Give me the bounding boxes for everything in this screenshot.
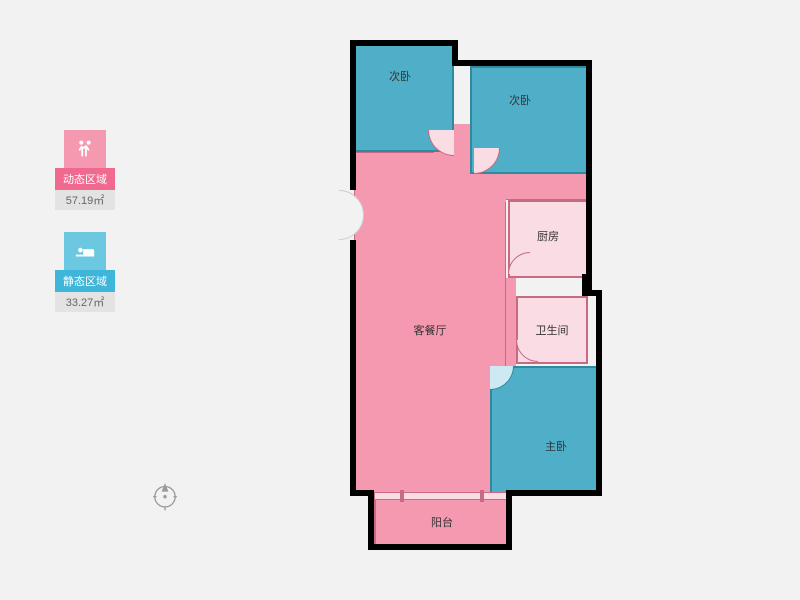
wall xyxy=(350,40,356,190)
wall xyxy=(586,60,592,280)
label-kitchen: 厨房 xyxy=(537,228,559,244)
legend-static-value: 33.27㎡ xyxy=(55,292,115,312)
label-balcony: 阳台 xyxy=(431,514,453,530)
legend-panel: 动态区域 57.19㎡ 静态区域 33.27㎡ xyxy=(55,130,115,334)
label-bathroom: 卫生间 xyxy=(536,322,569,338)
legend-dynamic: 动态区域 57.19㎡ xyxy=(55,130,115,210)
wall xyxy=(368,544,512,550)
sleep-icon xyxy=(64,232,106,270)
door-entry xyxy=(314,190,364,240)
wall xyxy=(466,60,592,66)
balcony-post2 xyxy=(480,490,484,502)
balcony-rail xyxy=(374,492,510,500)
label-living: 客餐厅 xyxy=(414,322,447,338)
wall xyxy=(350,40,458,46)
legend-static-label: 静态区域 xyxy=(55,270,115,292)
room-corridor-fill xyxy=(506,278,516,366)
legend-dynamic-label: 动态区域 xyxy=(55,168,115,190)
balcony-post1 xyxy=(400,490,404,502)
label-master: 主卧 xyxy=(545,438,567,454)
legend-static: 静态区域 33.27㎡ xyxy=(55,232,115,312)
people-icon xyxy=(64,130,106,168)
label-bedroom2b: 次卧 xyxy=(509,92,531,108)
wall xyxy=(506,490,512,548)
room-master xyxy=(490,366,600,494)
wall xyxy=(368,490,374,548)
wall xyxy=(466,40,472,66)
compass-icon xyxy=(148,478,182,517)
legend-dynamic-value: 57.19㎡ xyxy=(55,190,115,210)
wall xyxy=(582,274,592,296)
wall xyxy=(596,290,602,496)
wall xyxy=(350,240,356,496)
wall xyxy=(506,490,602,496)
label-bedroom2a: 次卧 xyxy=(389,68,411,84)
floor-plan: 次卧 次卧 客餐厅 厨房 卫生间 主卧 阳台 xyxy=(320,30,620,560)
